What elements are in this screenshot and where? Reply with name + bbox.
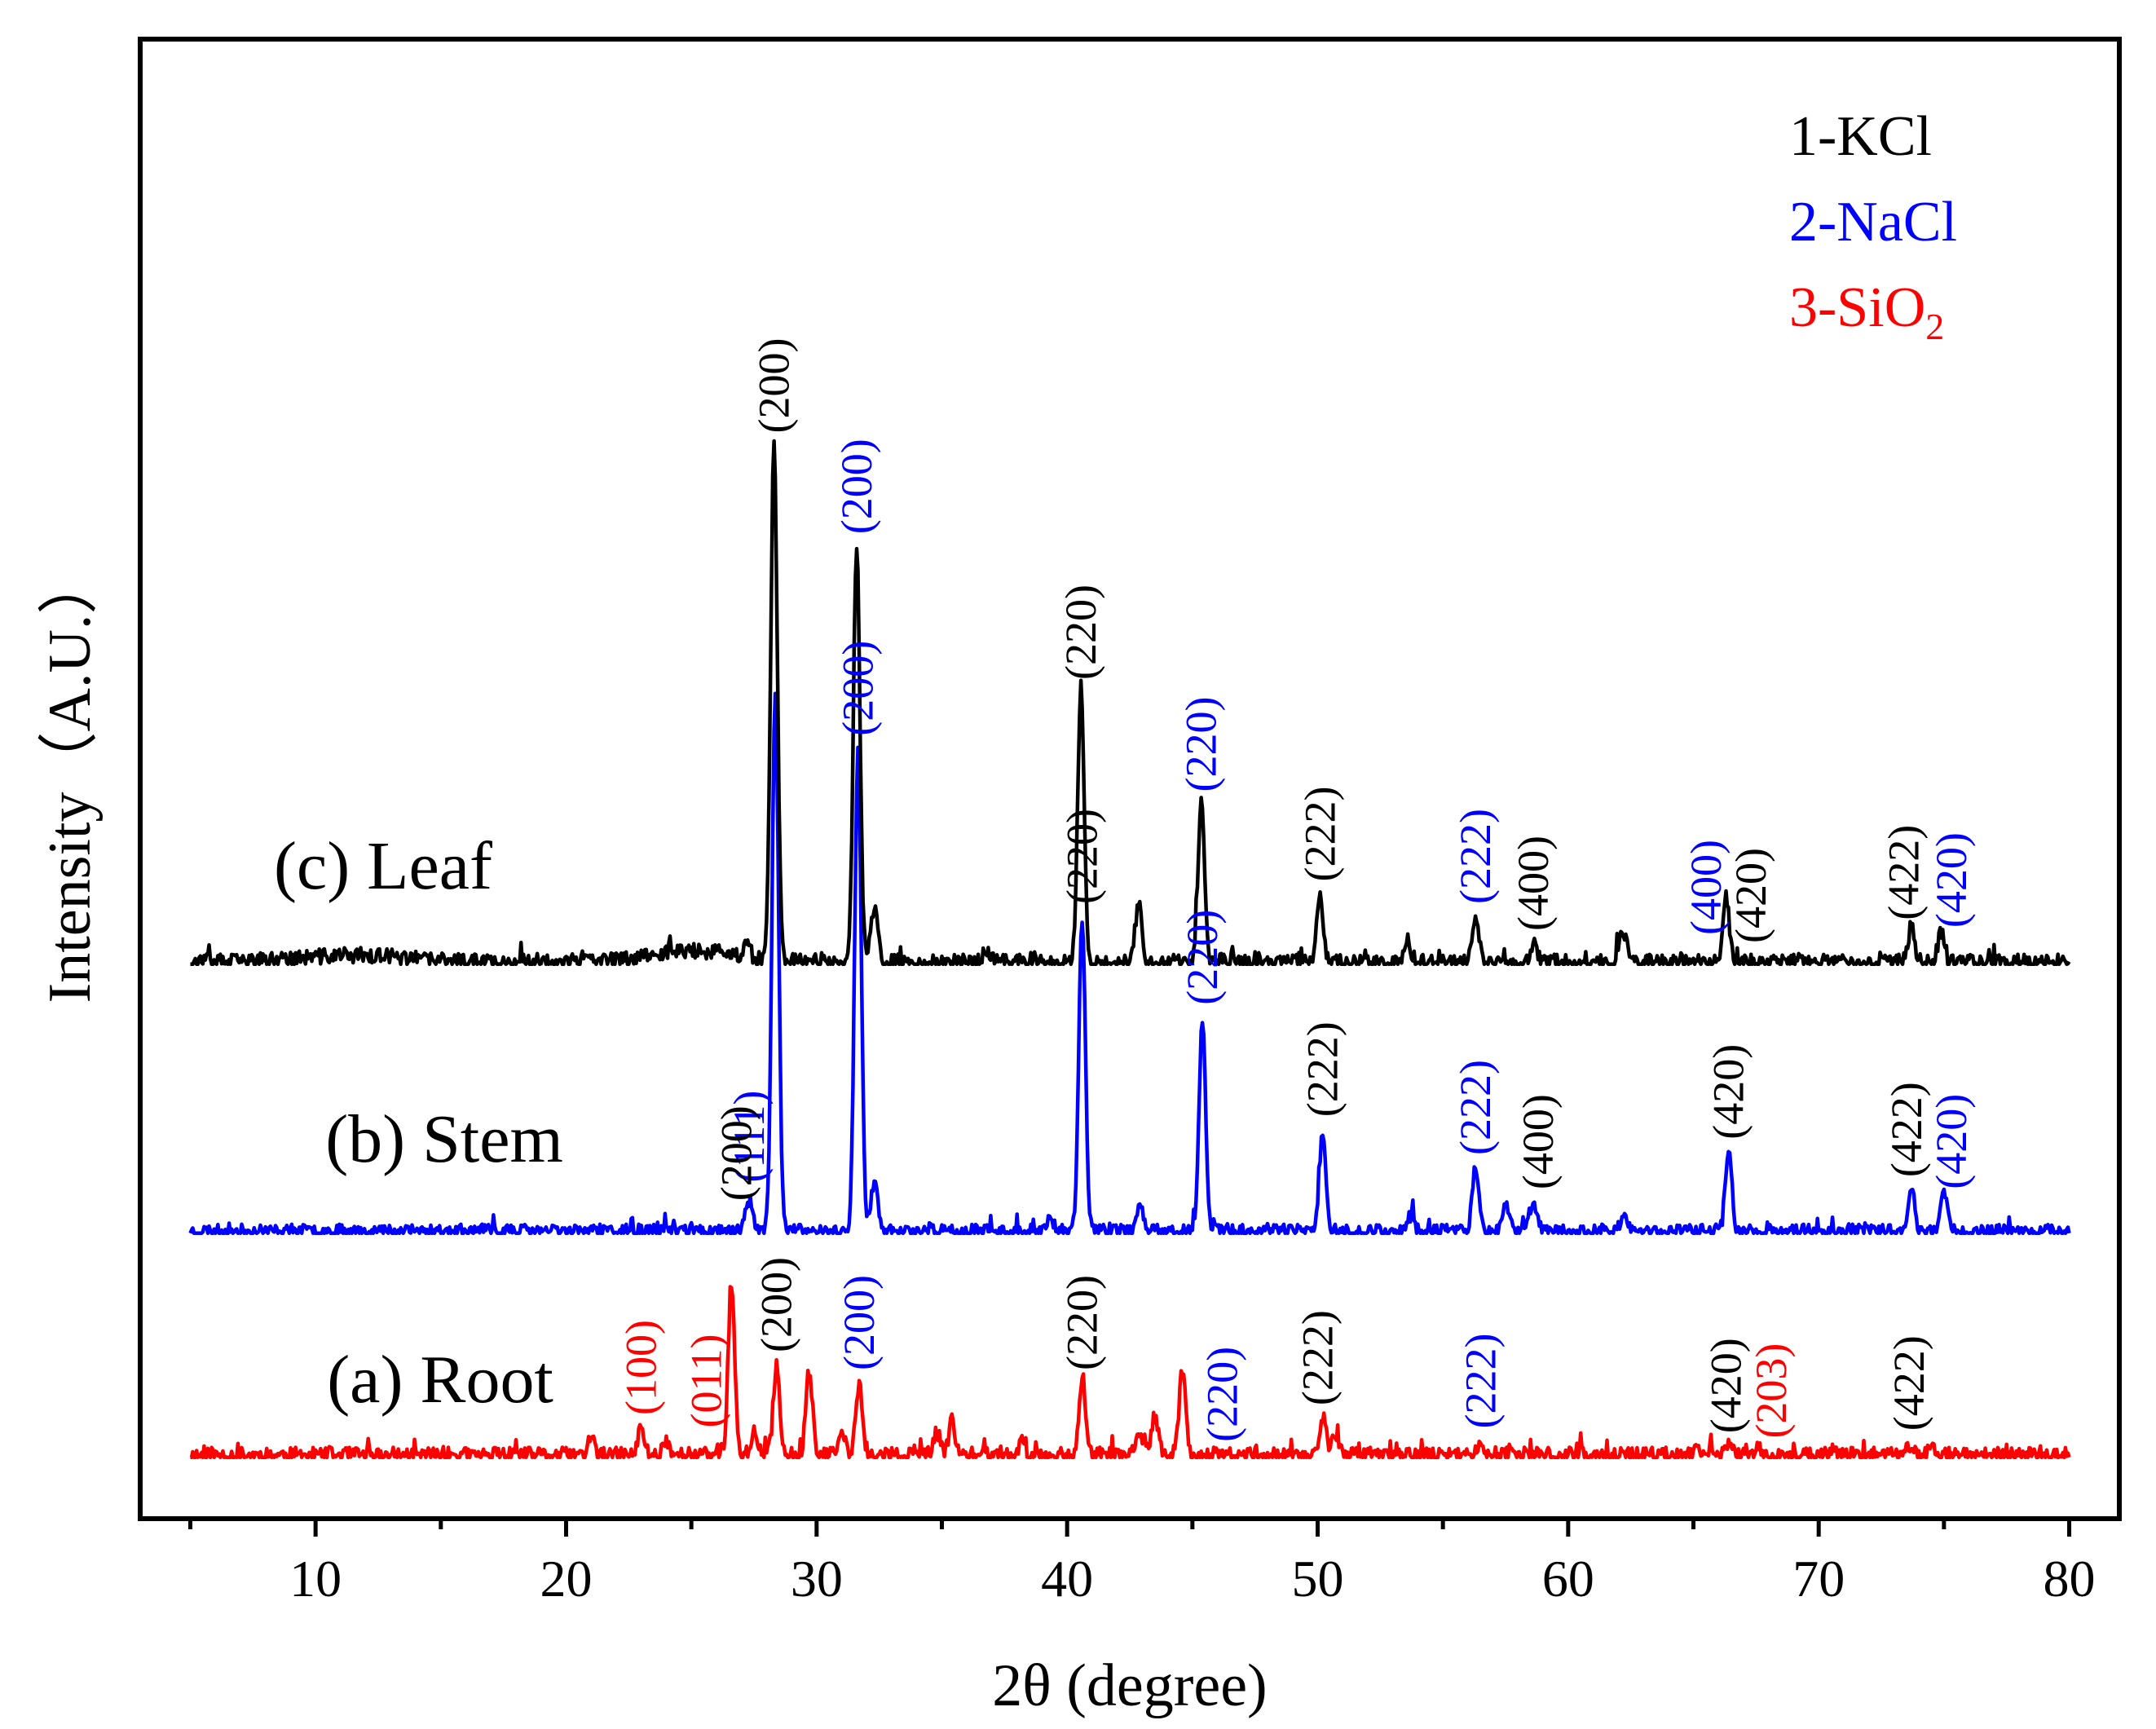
peak-label-leaf: (400) [1509,836,1558,931]
series-line-leaf [189,439,2071,967]
y-axis-title: Intensity（A.U.） [37,554,104,1003]
x-tick-label: 60 [1542,1550,1594,1608]
peak-label-stem: (220) [1178,910,1227,1005]
peak-label-root: (200) [835,1275,884,1370]
x-tick-label: 30 [791,1550,843,1608]
x-axis-tick-labels: 10 20 30 40 50 60 70 80 [289,1550,2095,1608]
peak-annotations: (200)(200)(220)(220)(222) (222) (400) (400)… [617,338,1976,1442]
peak-label-root: (220) [1058,1275,1107,1370]
peak-label-root: (222) [1294,1310,1343,1405]
peak-label-root: (011) [682,1334,731,1428]
legend: 1-KCl 2-NaCl 3-SiO2 [1789,105,1957,347]
x-axis-title: 2θ (degree) [992,1652,1267,1719]
series-label-stem: (b) Stem [325,1101,563,1177]
peak-label-leaf: (420) [1927,832,1976,928]
peak-label-stem: (422) [1882,1082,1931,1177]
legend-entry-kcl: 1-KCl [1789,105,1932,168]
peak-label-leaf: (200) [832,439,881,534]
peak-label-root: (222) [1456,1334,1505,1429]
legend-entry-nacl: 2-NaCl [1789,191,1957,254]
peak-label-root: (420) [1701,1338,1750,1433]
peak-label-stem: (222) [1298,1021,1347,1117]
legend-entry-sio2: 3-SiO2 [1789,276,1944,347]
x-tick-label: 50 [1292,1550,1344,1608]
series-line-stem [188,691,2071,1236]
x-tick-label: 10 [289,1550,342,1608]
peak-label-leaf: (222) [1451,809,1500,904]
series-line-root [189,1285,2071,1460]
peak-label-stem: (220) [1058,809,1107,904]
peak-label-leaf: (422) [1880,825,1929,920]
legend-entry-sio2-main: 3-SiO [1789,276,1925,339]
x-tick-label: 40 [1041,1550,1093,1608]
x-tick-label: 80 [2044,1550,2096,1608]
x-tick-label: 70 [1792,1550,1845,1608]
peak-label-leaf: (400) [1682,840,1731,935]
peak-label-stem: (200) [834,641,883,736]
peak-label-leaf: (420) [1726,848,1775,943]
peak-label-leaf: (200) [750,338,799,434]
peak-label-root: (203) [1747,1343,1796,1439]
peak-label-stem: (200) [712,1105,761,1201]
peak-label-leaf: (222) [1296,787,1345,882]
x-axis-ticks [187,1519,2072,1537]
series-labels: (a) Root (b) Stem (c) Leaf [274,828,563,1418]
peak-label-stem: (420) [1704,1044,1753,1140]
peak-label-root: (200) [752,1257,801,1352]
peak-label-root: (422) [1885,1335,1933,1431]
peak-label-root: (100) [617,1320,666,1415]
peak-label-leaf: (220) [1056,584,1105,680]
x-tick-label: 20 [540,1550,592,1608]
series-label-leaf: (c) Leaf [274,828,492,904]
legend-entry-sio2-subscript: 2 [1925,306,1944,347]
series-label-root: (a) Root [327,1342,553,1418]
peak-label-leaf: (220) [1177,697,1226,792]
peak-label-stem: (420) [1927,1094,1976,1189]
peak-label-stem: (111) [725,1091,774,1183]
peak-label-stem: (400) [1514,1094,1563,1189]
peak-label-stem: (222) [1451,1060,1500,1155]
plot-frame [138,37,2122,1521]
series-group [188,439,2071,1460]
peak-label-root: (220) [1198,1347,1247,1442]
